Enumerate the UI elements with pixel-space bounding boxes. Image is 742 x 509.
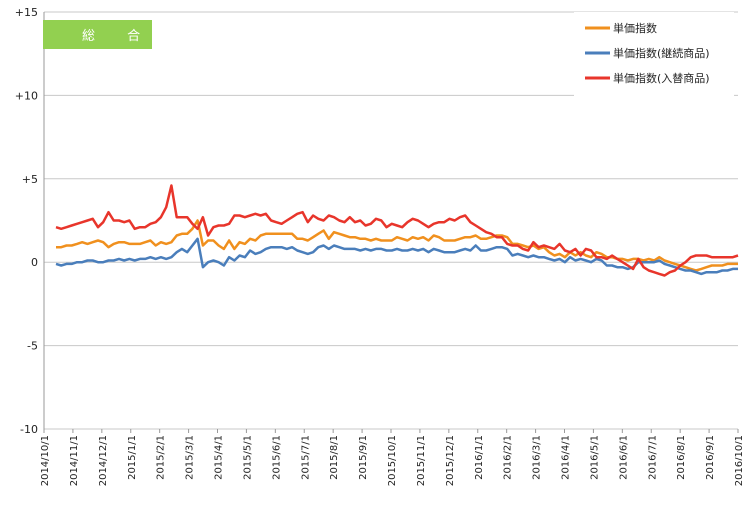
y-axis: +15 +10 +5 0 -5 -10 xyxy=(15,6,45,436)
y-tick-label: 0 xyxy=(31,256,38,269)
x-tick-label: 2015/11/1 xyxy=(416,435,427,486)
x-tick-label: 2016/3/1 xyxy=(532,435,543,480)
total-badge: 総 合 xyxy=(43,20,154,49)
badge-background xyxy=(43,20,152,49)
x-tick-label: 2015/12/1 xyxy=(445,435,456,486)
series-lines xyxy=(55,184,739,277)
legend-label-1: 単価指数 xyxy=(613,21,657,35)
x-axis: 2014/10/1 2014/11/1 2014/12/1 2015/1/1 2015/… xyxy=(40,429,742,486)
y-tick-label: -10 xyxy=(20,423,38,436)
x-tick-label: 2015/9/1 xyxy=(358,435,369,480)
legend-label-2: 単価指数(継続商品) xyxy=(613,46,710,60)
x-tick-label: 2016/5/1 xyxy=(589,435,600,480)
x-tick-label: 2015/6/1 xyxy=(271,435,282,480)
y-tick-label: -5 xyxy=(27,340,38,353)
x-tick-label: 2016/1/1 xyxy=(474,435,485,480)
legend-label-3: 単価指数(入替商品) xyxy=(613,71,710,85)
series-line-1 xyxy=(56,219,738,272)
x-tick-label: 2015/8/1 xyxy=(329,435,340,480)
x-tick-label: 2016/4/1 xyxy=(561,435,572,480)
x-tick-label: 2015/2/1 xyxy=(156,435,167,480)
x-tick-label: 2015/10/1 xyxy=(387,435,398,486)
x-tick-label: 2014/11/1 xyxy=(69,435,80,486)
series-line-3 xyxy=(55,184,739,277)
x-tick-label: 2015/3/1 xyxy=(185,435,196,480)
x-tick-label: 2016/10/1 xyxy=(734,435,742,486)
x-tick-label: 2016/8/1 xyxy=(676,435,687,480)
x-tick-label: 2014/12/1 xyxy=(98,435,109,486)
x-tick-label: 2016/9/1 xyxy=(705,435,716,480)
x-tick-label: 2015/4/1 xyxy=(214,435,225,480)
x-tick-label: 2014/10/1 xyxy=(40,435,51,486)
x-tick-label: 2016/7/1 xyxy=(647,435,658,480)
x-tick-label: 2015/7/1 xyxy=(300,435,311,480)
x-tick-label: 2016/6/1 xyxy=(618,435,629,480)
badge-label: 総 合 xyxy=(82,29,154,44)
y-tick-label: +10 xyxy=(15,89,38,102)
y-tick-label: +5 xyxy=(22,173,38,186)
x-tick-label: 2015/1/1 xyxy=(127,435,138,480)
y-tick-label: +15 xyxy=(15,6,38,19)
x-tick-label: 2015/5/1 xyxy=(242,435,253,480)
series-line-2 xyxy=(55,237,738,276)
x-tick-label: 2016/2/1 xyxy=(503,435,514,480)
